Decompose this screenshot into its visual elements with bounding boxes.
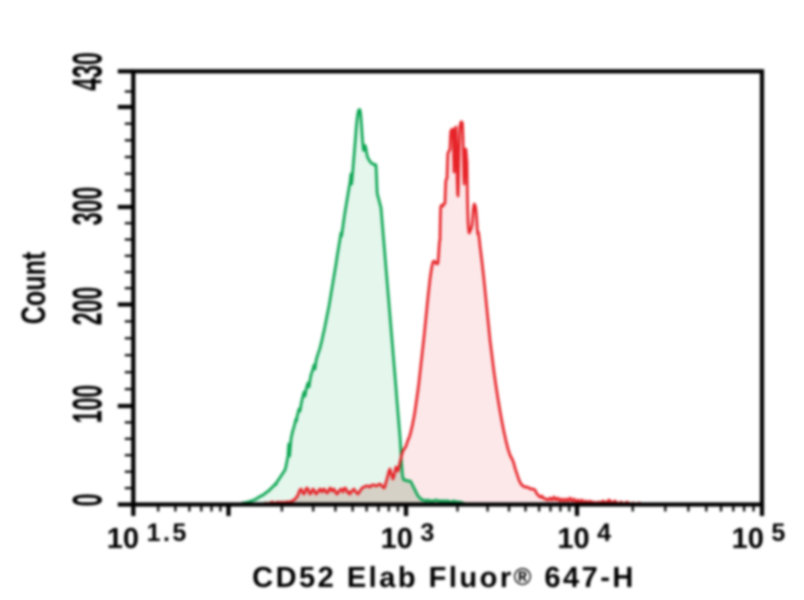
- svg-text:300: 300: [64, 187, 111, 226]
- svg-text:200: 200: [64, 287, 111, 326]
- svg-text:CD52 Elab Fluor® 647-H: CD52 Elab Fluor® 647-H: [252, 562, 636, 594]
- svg-text:430: 430: [64, 52, 111, 91]
- svg-text:Count: Count: [15, 252, 53, 325]
- svg-text:0: 0: [64, 494, 111, 507]
- svg-text:100: 100: [64, 385, 111, 424]
